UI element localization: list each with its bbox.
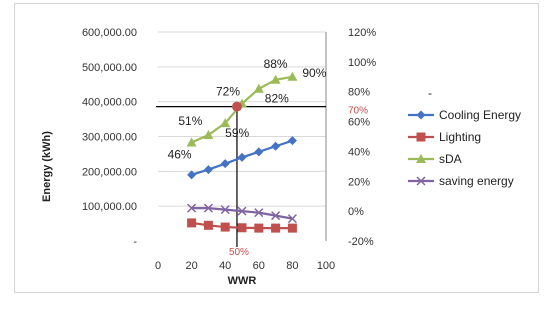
legend-entry: sDA bbox=[439, 152, 462, 166]
x-tick-label: 80 bbox=[286, 260, 298, 272]
y-right-tick-label: 60% bbox=[348, 117, 370, 129]
data-point-sda bbox=[220, 118, 231, 128]
y-left-tick-label: - bbox=[133, 236, 137, 248]
data-point-cooling-energy bbox=[203, 165, 213, 175]
y-right-tick-label: 20% bbox=[348, 176, 370, 188]
data-point-saving-energy bbox=[237, 206, 247, 216]
legend-marker-char: - bbox=[428, 86, 432, 100]
data-point-sda bbox=[186, 137, 197, 147]
data-point-saving-energy bbox=[254, 208, 264, 218]
data-point-cooling-energy bbox=[220, 159, 230, 169]
data-point-saving-energy bbox=[203, 203, 213, 213]
data-point-lighting bbox=[271, 223, 281, 233]
data-point-saving-energy bbox=[220, 205, 230, 215]
data-label: 46% bbox=[168, 147, 192, 161]
data-point-lighting bbox=[254, 223, 264, 233]
data-point-saving-energy bbox=[271, 211, 281, 221]
data-point-lighting bbox=[237, 223, 247, 233]
data-point-saving-energy bbox=[287, 214, 297, 224]
x-tick-label: 60 bbox=[253, 260, 265, 272]
x-tick-label: 20 bbox=[185, 260, 197, 272]
highlight-point bbox=[231, 101, 242, 112]
legend-entry: Lighting bbox=[439, 130, 481, 144]
legend-marker bbox=[416, 132, 426, 142]
data-label: 51% bbox=[178, 114, 202, 128]
data-point-sda bbox=[253, 83, 264, 93]
y-left-tick-label: 200,000.00 bbox=[82, 166, 137, 178]
x-tick-label: 0 bbox=[155, 260, 161, 272]
legend-marker bbox=[416, 110, 426, 120]
data-point-lighting bbox=[203, 220, 213, 230]
data-label: 82% bbox=[265, 92, 289, 106]
legend-entry: Cooling Energy bbox=[439, 108, 521, 122]
data-label: 90% bbox=[302, 66, 326, 80]
x-tick-label: 100 bbox=[317, 260, 335, 272]
legend-marker bbox=[416, 176, 426, 186]
data-point-cooling-energy bbox=[271, 141, 281, 151]
y-right-tick-label: 40% bbox=[348, 146, 370, 158]
annotation-70: 70% bbox=[348, 106, 368, 117]
data-point-cooling-energy bbox=[287, 136, 297, 146]
y-left-tick-label: 600,000.00 bbox=[82, 27, 137, 39]
data-point-sda bbox=[287, 71, 298, 81]
annotation-50: 50% bbox=[229, 247, 249, 258]
data-label: 72% bbox=[216, 85, 240, 99]
data-point-sda bbox=[203, 130, 214, 140]
data-label: 88% bbox=[264, 57, 288, 71]
data-point-cooling-energy bbox=[187, 170, 197, 180]
legend-entry: saving energy bbox=[439, 174, 514, 188]
data-point-cooling-energy bbox=[254, 147, 264, 157]
x-tick-label: 40 bbox=[219, 260, 231, 272]
data-point-cooling-energy bbox=[237, 152, 247, 162]
data-point-saving-energy bbox=[187, 203, 197, 213]
y-left-tick-label: 300,000.00 bbox=[82, 132, 137, 144]
y-right-tick-label: 80% bbox=[348, 87, 370, 99]
data-point-sda bbox=[270, 74, 281, 84]
x-axis-title: WWR bbox=[228, 275, 257, 287]
y-axis-title: Energy (kWh) bbox=[41, 131, 53, 202]
y-right-tick-label: -20% bbox=[348, 236, 374, 248]
y-left-tick-label: 400,000.00 bbox=[82, 97, 137, 109]
y-right-tick-label: 100% bbox=[348, 57, 376, 69]
legend-marker bbox=[416, 154, 426, 163]
y-left-tick-label: 500,000.00 bbox=[82, 62, 137, 74]
data-point-lighting bbox=[187, 218, 197, 228]
y-left-tick-label: 100,000.00 bbox=[82, 201, 137, 213]
y-right-tick-label: 0% bbox=[348, 206, 364, 218]
data-point-lighting bbox=[220, 222, 230, 232]
data-point-lighting bbox=[287, 223, 297, 233]
y-right-tick-label: 120% bbox=[348, 27, 376, 39]
data-label: 59% bbox=[225, 126, 249, 140]
